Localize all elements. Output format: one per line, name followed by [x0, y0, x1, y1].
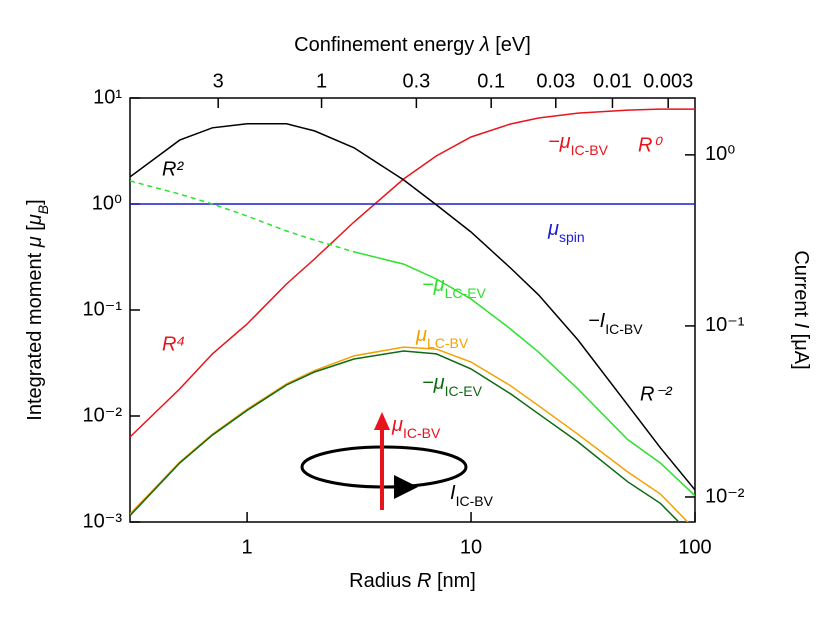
- x-tick-label: 100: [678, 536, 711, 558]
- y-tick-label: 10¹: [93, 86, 122, 108]
- x-axis-label-part: [nm]: [431, 570, 475, 592]
- series-label-part: LC-EV: [445, 285, 487, 301]
- series-label-part: −μ: [422, 372, 445, 394]
- series-line: [130, 108, 695, 438]
- x2-axis-label: Confinement energy λ [eV]: [294, 34, 531, 56]
- series-label-part: spin: [559, 229, 585, 245]
- x2-tick-label: 1: [316, 70, 327, 92]
- series-label-part: IC-BV: [605, 321, 643, 337]
- series-label-part: −I: [588, 310, 606, 332]
- y2-axis-label-part: I: [790, 323, 812, 329]
- series-line: [130, 123, 695, 491]
- x2-axis-label-part: λ: [479, 34, 490, 56]
- y2-axis-label-part: Current: [790, 250, 812, 322]
- x2-tick-label: 0.01: [593, 70, 632, 92]
- series-label: −μIC-BV: [548, 131, 609, 157]
- diagram-label-part: μ: [391, 414, 403, 436]
- series-label-part: μ: [547, 218, 559, 240]
- y-axis-label-part: B: [35, 205, 51, 214]
- series-label: μLC-BV: [415, 324, 469, 350]
- x-tick-label: 1: [242, 536, 253, 558]
- y-axis-label-part: Integrated moment: [24, 247, 46, 420]
- x-axis-label-part: R: [417, 570, 431, 592]
- series-label-part: LC-BV: [427, 335, 469, 351]
- diagram-label-part: IC-BV: [456, 493, 494, 509]
- y2-tick-label: 10⁻²: [705, 485, 745, 507]
- x-tick-label: 10: [460, 536, 482, 558]
- annotation: R⁴: [162, 333, 185, 355]
- x2-axis-label-part: [eV]: [490, 34, 531, 56]
- y-axis-label: Integrated moment μ [μB]: [24, 199, 50, 420]
- series-label: −μIC-EV: [422, 372, 483, 398]
- y2-axis-label: Current I [μA]: [790, 250, 812, 369]
- x-axis-label: Radius R [nm]: [349, 570, 476, 592]
- y2-tick-label: 10⁰: [705, 143, 735, 165]
- diagram-label: IIC-BV: [450, 482, 494, 508]
- series-label-part: μ: [415, 324, 427, 346]
- x2-tick-label: 0.03: [536, 70, 575, 92]
- plot-area: [130, 108, 695, 522]
- moment-arrowhead: [374, 412, 390, 430]
- y-axis-label-part: [: [24, 225, 46, 237]
- diagram-label: μIC-BV: [391, 414, 441, 440]
- series-line: [130, 346, 689, 522]
- x-axis-label-part: Radius: [349, 570, 417, 592]
- series-label-part: −μ: [422, 274, 445, 296]
- y-tick-label: 10⁻³: [83, 510, 123, 532]
- diagram-label-part: I: [450, 482, 456, 504]
- series-label-part: IC-BV: [571, 142, 609, 158]
- series-label-part: −μ: [548, 131, 571, 153]
- series-line: [130, 180, 355, 253]
- annotation: R⁻²: [640, 383, 673, 405]
- x2-tick-label: 0.3: [402, 70, 430, 92]
- x2-tick-label: 3: [213, 70, 224, 92]
- diagram-label-part: IC-BV: [403, 425, 441, 441]
- y2-axis-label-part: [μA]: [790, 328, 812, 370]
- y-axis-label-part: μ: [24, 236, 46, 248]
- series-line: [353, 251, 695, 497]
- series-label: −μLC-EV: [422, 274, 487, 300]
- annotation: R⁰: [638, 134, 663, 156]
- series-line: [130, 350, 680, 522]
- series-label-part: IC-EV: [445, 383, 483, 399]
- y-tick-label: 10⁻¹: [83, 298, 123, 320]
- series-label: μspin: [547, 218, 585, 244]
- x2-tick-label: 0.1: [477, 70, 505, 92]
- series-label: −IIC-BV: [588, 310, 643, 336]
- y-tick-label: 10⁻²: [83, 404, 123, 426]
- y-axis-label-part: ]: [24, 199, 46, 205]
- annotation: R²: [162, 158, 184, 180]
- x2-tick-label: 0.003: [643, 70, 693, 92]
- y-axis-label-part: μ: [24, 214, 46, 226]
- y2-tick-label: 10⁻¹: [705, 314, 745, 336]
- x2-axis-label-part: Confinement energy: [294, 34, 480, 56]
- y-tick-label: 10⁰: [92, 192, 122, 214]
